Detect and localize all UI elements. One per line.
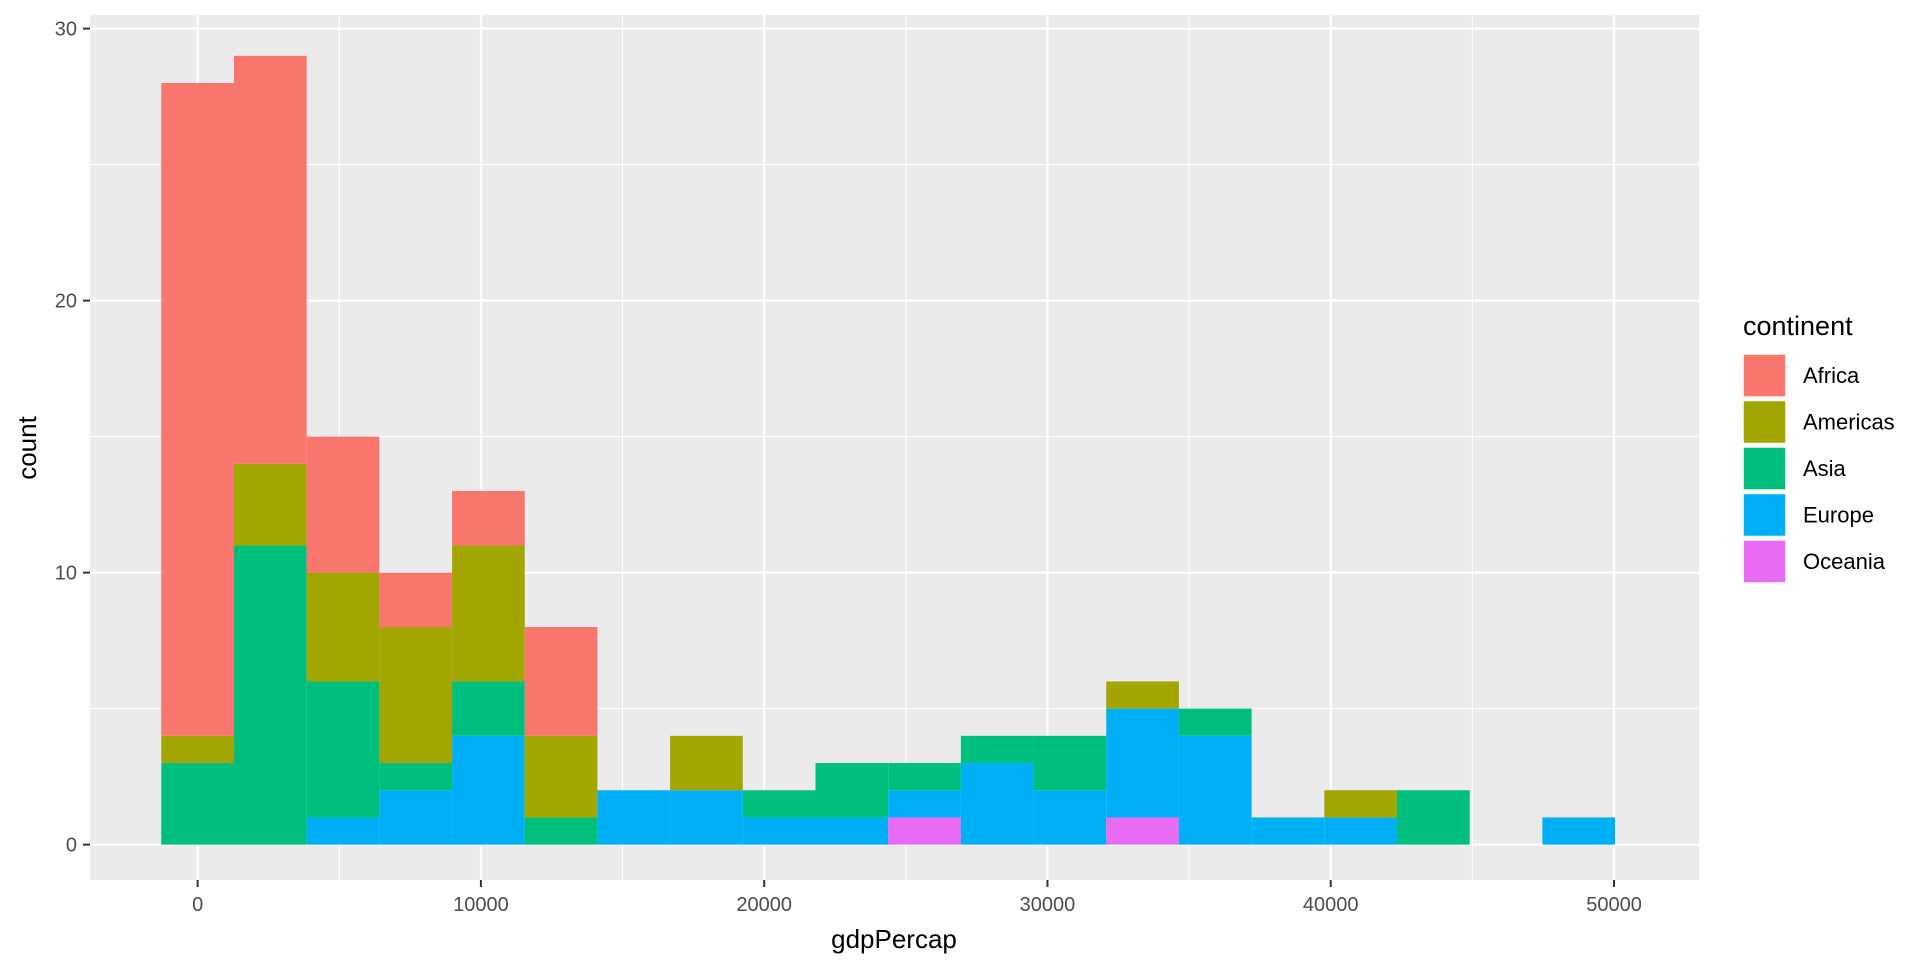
bar-asia <box>888 763 961 791</box>
legend-key-africa <box>1742 353 1787 398</box>
bar-asia <box>306 681 380 818</box>
bar-europe <box>1106 708 1179 818</box>
bar-asia <box>815 763 889 818</box>
bar-europe <box>960 763 1034 845</box>
x-tick-label: 40000 <box>1303 894 1359 916</box>
bar-oceania <box>888 817 961 845</box>
bar-africa <box>306 436 380 573</box>
x-tick-label: 20000 <box>736 894 792 916</box>
legend-key-europe <box>1742 492 1787 538</box>
bar-asia <box>1033 735 1107 791</box>
bar-americas <box>233 463 307 546</box>
y-tick-label: 10 <box>55 563 77 585</box>
bar-europe <box>1178 735 1252 845</box>
bar-europe <box>452 735 525 845</box>
bar-asia <box>960 735 1034 764</box>
bar-asia <box>233 545 307 845</box>
grid-minor <box>90 15 1699 880</box>
x-tick-label: 10000 <box>453 894 509 916</box>
legend-label-americas: Americas <box>1803 410 1895 435</box>
bar-europe <box>1542 817 1616 845</box>
bar-europe <box>815 817 889 845</box>
bar-americas <box>452 545 525 682</box>
bar-europe <box>888 790 961 818</box>
y-axis-ticks: 0 10 20 30 <box>55 19 90 857</box>
bar-americas <box>670 735 743 791</box>
bar-americas <box>1324 790 1398 818</box>
bar-europe <box>306 817 380 845</box>
x-axis-title: gdpPercap <box>831 924 957 954</box>
y-axis-title: count <box>12 415 42 479</box>
bar-europe <box>1033 790 1107 845</box>
bar-americas <box>1106 681 1179 709</box>
legend-label-europe: Europe <box>1803 503 1874 528</box>
bar-americas <box>161 735 234 764</box>
legend-label-africa: Africa <box>1803 363 1860 388</box>
bar-americas <box>379 627 453 764</box>
x-tick-label: 0 <box>192 894 203 916</box>
bar-africa <box>161 83 234 736</box>
bar-asia <box>161 763 234 845</box>
x-tick-label: 50000 <box>1586 894 1642 916</box>
bar-asia <box>742 790 816 818</box>
bar-asia <box>1397 790 1470 845</box>
bar-europe <box>597 790 671 845</box>
bars <box>161 55 1616 845</box>
bar-asia <box>452 681 525 736</box>
bar-africa <box>233 55 307 464</box>
bar-europe <box>670 790 743 845</box>
y-tick-label: 20 <box>55 291 77 313</box>
x-tick-label: 30000 <box>1020 894 1076 916</box>
bar-asia <box>1178 708 1252 736</box>
legend-key-oceania <box>1742 539 1787 584</box>
bar-africa <box>524 627 598 736</box>
bar-africa <box>379 572 453 628</box>
bar-americas <box>524 735 598 818</box>
legend-title: continent <box>1743 311 1853 341</box>
bar-europe <box>379 790 453 845</box>
legend-label-oceania: Oceania <box>1803 549 1886 574</box>
bar-americas <box>306 572 380 682</box>
x-axis-ticks: 0 10000 20000 30000 40000 50000 <box>192 880 1642 916</box>
legend-key-americas <box>1742 399 1787 445</box>
legend-key-asia <box>1742 446 1787 491</box>
bar-africa <box>452 491 525 546</box>
bar-europe <box>1251 817 1325 845</box>
y-tick-label: 0 <box>66 835 77 857</box>
bar-europe <box>742 817 816 845</box>
bar-oceania <box>1106 817 1179 845</box>
legend: Africa Americas Asia Europe Oceania <box>1742 353 1895 584</box>
legend-label-asia: Asia <box>1803 456 1847 481</box>
bar-europe <box>1324 817 1398 845</box>
bar-asia <box>524 817 598 845</box>
y-tick-label: 30 <box>55 19 77 41</box>
bar-asia <box>379 763 453 791</box>
